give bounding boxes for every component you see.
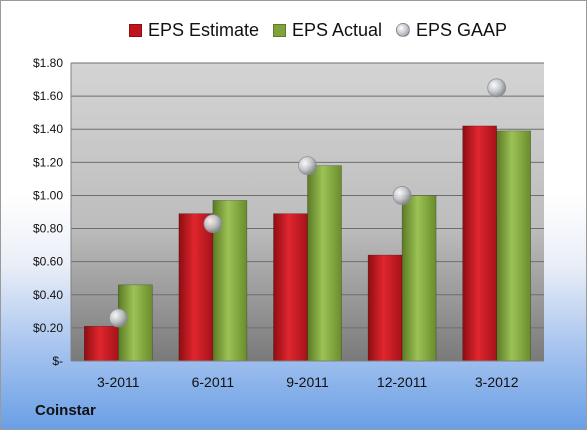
y-tick-label: $1.40 bbox=[33, 122, 63, 136]
x-tick-label: 12-2011 bbox=[377, 374, 428, 390]
gaap-marker bbox=[392, 186, 412, 205]
gaap-marker bbox=[487, 78, 507, 98]
gaap-marker bbox=[108, 308, 128, 328]
estimate-bar bbox=[462, 125, 498, 362]
estimate-bar bbox=[84, 325, 119, 362]
company-name: Coinstar bbox=[35, 402, 96, 419]
legend-item-estimate: EPS Estimate bbox=[129, 18, 259, 42]
legend-item-actual: EPS Actual bbox=[273, 18, 382, 42]
y-tick-label: $0.60 bbox=[33, 255, 63, 269]
actual-bar bbox=[401, 195, 437, 362]
y-tick-label: $0.80 bbox=[33, 222, 63, 236]
y-tick-label: $1.80 bbox=[33, 56, 63, 70]
estimate-bar bbox=[178, 213, 214, 362]
gaap-marker bbox=[298, 156, 317, 176]
x-tick-label: 9-2011 bbox=[286, 374, 329, 390]
y-tick-label: $0.20 bbox=[33, 321, 63, 335]
legend-swatch-gaap bbox=[396, 23, 410, 37]
legend: EPS Estimate EPS Actual EPS GAAP bbox=[1, 18, 586, 42]
gaap-marker bbox=[203, 214, 223, 233]
y-tick-label: $1.20 bbox=[33, 155, 63, 169]
legend-swatch-actual bbox=[273, 23, 286, 37]
y-tick-label: $1.00 bbox=[33, 188, 63, 202]
x-tick-label: 6-2011 bbox=[192, 374, 235, 390]
legend-swatch-estimate bbox=[129, 23, 142, 37]
actual-bar bbox=[307, 165, 342, 362]
legend-label-estimate: EPS Estimate bbox=[148, 19, 260, 40]
y-tick-label: $0.40 bbox=[33, 288, 63, 302]
legend-label-actual: EPS Actual bbox=[292, 19, 383, 40]
y-tick-label: $- bbox=[52, 354, 63, 368]
x-tick-label: 3-2012 bbox=[475, 374, 519, 390]
y-tick-label: $1.60 bbox=[33, 89, 63, 103]
legend-label-gaap: EPS GAAP bbox=[416, 19, 508, 40]
legend-item-gaap: EPS GAAP bbox=[396, 18, 507, 42]
actual-bar bbox=[496, 130, 532, 362]
estimate-bar bbox=[273, 213, 308, 362]
estimate-bar bbox=[367, 254, 403, 362]
x-tick-label: 3-2011 bbox=[97, 374, 140, 390]
